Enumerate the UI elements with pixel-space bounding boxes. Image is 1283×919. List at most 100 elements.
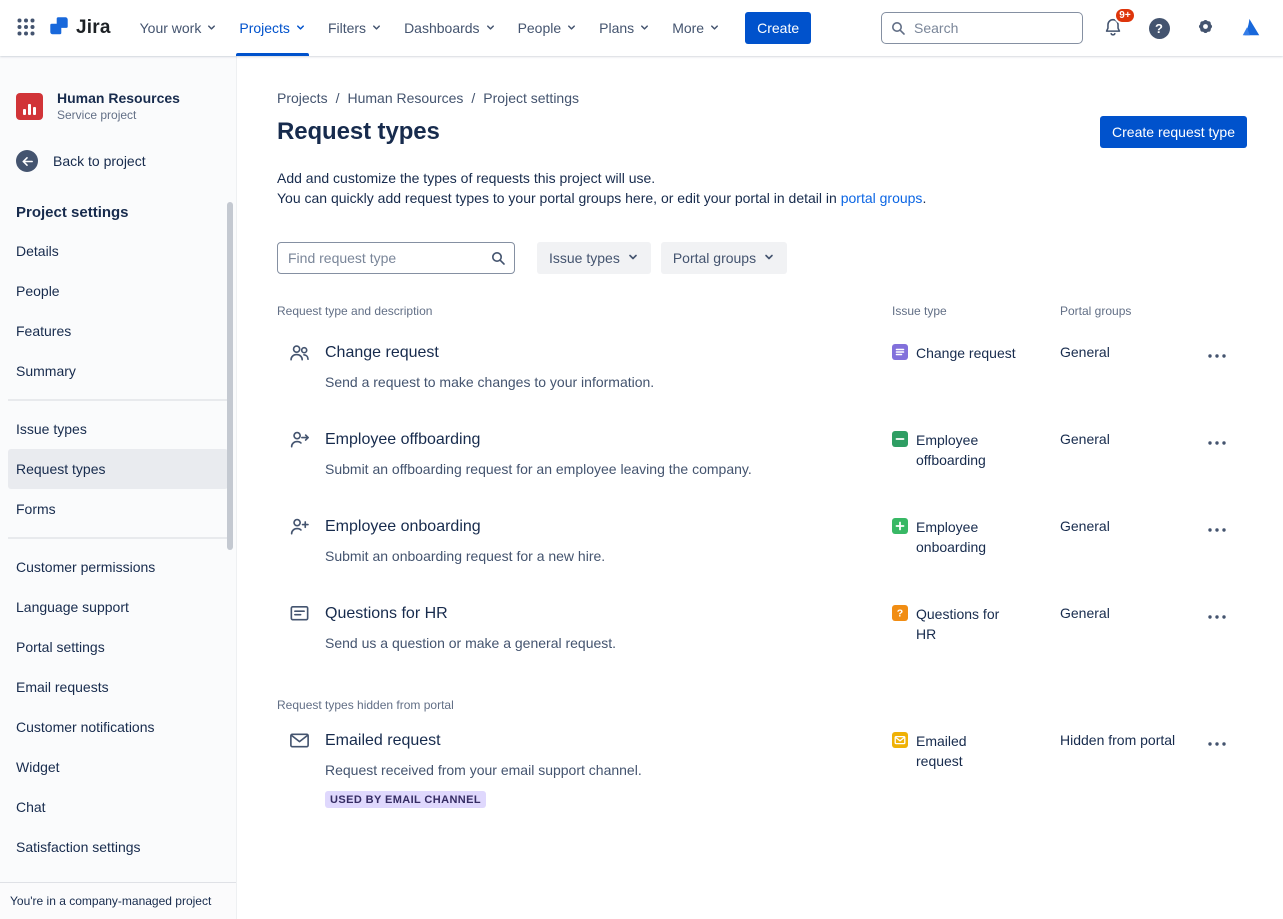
create-request-type-button[interactable]: Create request type (1100, 116, 1247, 148)
nav-plans-label: Plans (599, 20, 635, 36)
project-name: Human Resources (57, 90, 180, 106)
sidebar-divider (8, 399, 228, 401)
sidebar-item-customer-notifications[interactable]: Customer notifications (16, 719, 155, 735)
header-portal-groups: Portal groups (1060, 304, 1132, 318)
request-type-description: Request received from your email support… (325, 762, 642, 778)
sidebar-item-people[interactable]: People (16, 283, 60, 299)
sidebar-divider (8, 537, 228, 539)
chevron-down-icon (763, 250, 775, 266)
sidebar-footer: You're in a company-managed project (0, 882, 236, 919)
create-button[interactable]: Create (745, 12, 812, 44)
sidebar-item-customer-permissions[interactable]: Customer permissions (16, 559, 156, 575)
nav-more[interactable]: More (661, 0, 731, 56)
request-type-name[interactable]: Emailed request (325, 731, 441, 749)
back-to-project-label: Back to project (53, 153, 146, 169)
portal-groups-link[interactable]: portal groups (840, 190, 923, 206)
sidebar-item-email-requests[interactable]: Email requests (16, 679, 109, 695)
nav-dashboards[interactable]: Dashboards (393, 0, 507, 56)
nav-filters[interactable]: Filters (317, 0, 393, 56)
table-row: Employee onboarding Submit an onboarding… (277, 498, 1247, 585)
nav-your-work[interactable]: Your work (129, 0, 229, 56)
search-icon (490, 250, 506, 271)
envelope-icon (287, 729, 311, 752)
app-switcher-button[interactable] (10, 12, 42, 44)
top-nav: Jira Your work Projects Filters Dashboar… (0, 0, 1283, 56)
app-grid-icon (16, 17, 36, 40)
gear-icon (1195, 16, 1216, 40)
table-row: Emailed request Request received from yo… (277, 712, 1247, 829)
sidebar-item-issue-types[interactable]: Issue types (16, 421, 87, 437)
project-avatar (16, 92, 43, 120)
person-add-icon (287, 515, 311, 538)
issue-type-icon (892, 431, 908, 447)
chevron-down-icon (371, 20, 382, 36)
row-actions-button[interactable] (1203, 729, 1231, 753)
row-actions-button[interactable] (1203, 428, 1231, 452)
search-input[interactable] (881, 12, 1083, 44)
hidden-section-label: Request types hidden from portal (277, 698, 454, 712)
issue-type-icon: ? (892, 605, 908, 621)
header-issue-type: Issue type (892, 304, 947, 318)
nav-projects-label: Projects (239, 20, 290, 36)
primary-nav: Your work Projects Filters Dashboards Pe… (129, 0, 731, 56)
sidebar-item-features[interactable]: Features (16, 323, 72, 339)
more-icon (1208, 433, 1226, 448)
row-actions-button[interactable] (1203, 515, 1231, 539)
settings-button[interactable] (1189, 12, 1221, 44)
request-type-name[interactable]: Questions for HR (325, 604, 448, 622)
people-group-icon (287, 341, 311, 364)
jira-logo-icon (48, 15, 70, 42)
page-title: Request types (277, 118, 440, 145)
sidebar-item-details[interactable]: Details (16, 243, 59, 259)
sidebar-item-summary[interactable]: Summary (16, 363, 76, 379)
feedback-icon (287, 602, 311, 625)
nav-projects[interactable]: Projects (228, 0, 317, 56)
request-type-description: Submit an offboarding request for an emp… (325, 461, 752, 477)
breadcrumb-human-resources[interactable]: Human Resources (347, 90, 464, 106)
breadcrumb: Projects / Human Resources / Project set… (277, 90, 1247, 106)
nav-more-label: More (672, 20, 705, 36)
request-type-name[interactable]: Change request (325, 343, 439, 361)
breadcrumb-projects[interactable]: Projects (277, 90, 328, 106)
person-leave-icon (287, 428, 311, 451)
back-to-project[interactable]: Back to project (8, 150, 228, 172)
sidebar-scrollbar[interactable] (227, 202, 233, 550)
sidebar-item-chat[interactable]: Chat (16, 799, 46, 815)
header-request-type: Request type and description (277, 304, 433, 318)
sidebar-item-language-support[interactable]: Language support (16, 599, 129, 615)
more-icon (1208, 520, 1226, 535)
request-type-description: Send us a question or make a general req… (325, 635, 617, 651)
global-search (881, 12, 1083, 44)
sidebar-item-satisfaction-settings[interactable]: Satisfaction settings (16, 839, 141, 855)
issue-types-dropdown[interactable]: Issue types (537, 242, 651, 274)
request-type-description: Submit an onboarding request for a new h… (325, 548, 606, 564)
issue-types-dropdown-label: Issue types (549, 250, 620, 266)
sidebar-item-forms[interactable]: Forms (16, 501, 56, 517)
portal-group-value: General (1060, 431, 1110, 447)
svg-text:?: ? (897, 608, 903, 620)
breadcrumb-separator: / (471, 90, 476, 106)
help-button[interactable]: ? (1143, 12, 1175, 44)
nav-people[interactable]: People (507, 0, 589, 56)
portal-groups-dropdown[interactable]: Portal groups (660, 242, 788, 274)
email-channel-badge: USED BY EMAIL CHANNEL (325, 791, 487, 808)
sidebar-item-portal-settings[interactable]: Portal settings (16, 639, 105, 655)
row-actions-button[interactable] (1203, 602, 1231, 626)
sidebar-item-request-types[interactable]: Request types (8, 449, 228, 489)
request-type-name[interactable]: Employee onboarding (325, 517, 481, 535)
nav-filters-label: Filters (327, 20, 367, 36)
breadcrumb-project-settings[interactable]: Project settings (483, 90, 580, 106)
project-type: Service project (57, 108, 137, 122)
sidebar-item-widget[interactable]: Widget (16, 759, 60, 775)
row-actions-button[interactable] (1203, 341, 1231, 365)
more-icon (1208, 734, 1226, 749)
jira-logo[interactable]: Jira (48, 15, 111, 42)
profile-avatar[interactable] (1235, 12, 1267, 44)
intro-line-2-suffix: . (922, 190, 927, 206)
more-icon (1208, 346, 1226, 361)
request-type-name[interactable]: Employee offboarding (325, 430, 481, 448)
nav-plans[interactable]: Plans (588, 0, 661, 56)
issue-type-label: Change request (916, 345, 1016, 361)
find-request-type-input[interactable] (277, 242, 515, 274)
notifications-button[interactable]: 9+ (1097, 7, 1136, 44)
